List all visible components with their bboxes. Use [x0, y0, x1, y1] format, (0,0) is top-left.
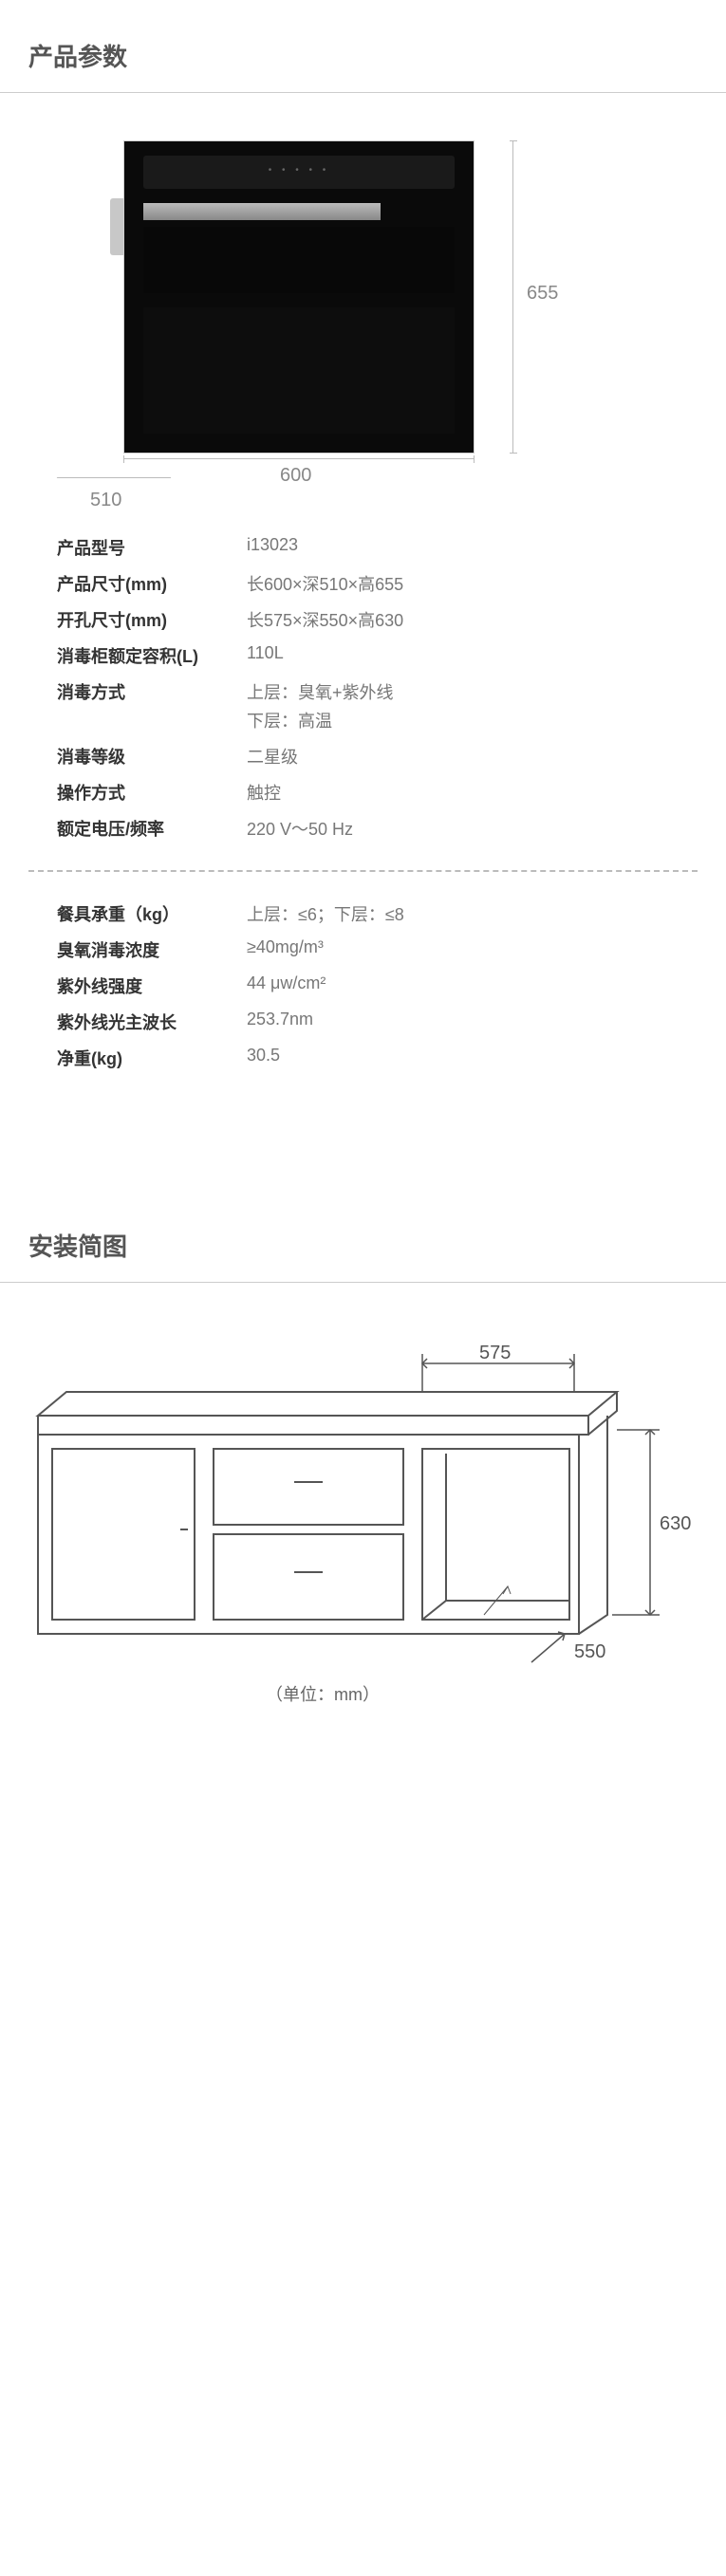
spec-row: 产品型号i13023 — [57, 529, 669, 565]
spec-label: 净重(kg) — [57, 1046, 247, 1070]
spec-value: 30.5 — [247, 1046, 669, 1070]
dim-depth-label: 510 — [90, 490, 121, 511]
dim-height-line — [512, 140, 513, 454]
spec-row: 操作方式触控 — [57, 774, 669, 810]
spec-row: 消毒柜额定容积(L)110L — [57, 638, 669, 674]
install-depth-text: 550 — [574, 1641, 605, 1662]
panel-dots-icon: • • • • • — [269, 165, 330, 176]
spec-label: 消毒柜额定容积(L) — [57, 643, 247, 668]
spec-label: 消毒方式 — [57, 679, 247, 732]
control-panel: • • • • • — [143, 156, 455, 189]
install-diagram: 575 630 550 （单位：mm） — [0, 1321, 726, 1757]
spec-label: 操作方式 — [57, 780, 247, 805]
install-height-text: 630 — [660, 1513, 691, 1534]
product-dimension-figure: • • • • • 600 510 655 — [0, 131, 726, 529]
spec-row: 消毒方式上层：臭氧+紫外线下层：高温 — [57, 674, 669, 738]
spec-value: 220 V～50 Hz — [247, 816, 669, 841]
spec-value: 长600×深510×高655 — [247, 571, 669, 596]
spec-row: 产品尺寸(mm)长600×深510×高655 — [57, 565, 669, 602]
spec-label: 产品型号 — [57, 535, 247, 560]
spec-value: 44 μw/cm² — [247, 973, 669, 998]
install-width-text: 575 — [479, 1343, 511, 1363]
upper-door — [143, 227, 455, 293]
spec-label: 消毒等级 — [57, 744, 247, 769]
spec-label: 臭氧消毒浓度 — [57, 937, 247, 962]
spec-value: ≥40mg/m³ — [247, 937, 669, 962]
metal-strip — [143, 203, 381, 220]
spec-value: 上层：≤6；下层：≤8 — [247, 901, 669, 926]
lower-door — [143, 307, 455, 434]
spec-label: 开孔尺寸(mm) — [57, 607, 247, 632]
spec-table-2: 餐具承重（kg）上层：≤6；下层：≤8 臭氧消毒浓度≥40mg/m³ 紫外线强度… — [0, 896, 726, 1076]
spec-table-1: 产品型号i13023 产品尺寸(mm)长600×深510×高655 开孔尺寸(m… — [0, 529, 726, 846]
spec-row: 餐具承重（kg）上层：≤6；下层：≤8 — [57, 896, 669, 932]
spec-value: 253.7nm — [247, 1010, 669, 1034]
spec-value-l1: 上层：臭氧+紫外线 — [247, 683, 394, 702]
dim-depth-line — [57, 477, 172, 478]
spec-value: 二星级 — [247, 744, 669, 769]
spec-label: 紫外线强度 — [57, 973, 247, 998]
spec-row: 额定电压/频率220 V～50 Hz — [57, 810, 669, 846]
dim-height-label: 655 — [527, 283, 558, 305]
dashed-divider — [28, 870, 698, 872]
spec-row: 消毒等级二星级 — [57, 738, 669, 774]
spec-label: 额定电压/频率 — [57, 816, 247, 841]
spec-label: 产品尺寸(mm) — [57, 571, 247, 596]
dim-width-label: 600 — [280, 465, 311, 487]
spec-row: 紫外线强度44 μw/cm² — [57, 968, 669, 1004]
spec-row: 臭氧消毒浓度≥40mg/m³ — [57, 932, 669, 968]
spec-value-l2: 下层：高温 — [247, 708, 669, 732]
spec-label: 紫外线光主波长 — [57, 1010, 247, 1034]
spec-value: 上层：臭氧+紫外线下层：高温 — [247, 679, 669, 732]
spec-value: i13023 — [247, 535, 669, 560]
section-install-title: 安装简图 — [0, 1190, 726, 1283]
vent-icon — [110, 198, 123, 255]
section-params-title: 产品参数 — [0, 0, 726, 93]
spec-row: 净重(kg)30.5 — [57, 1040, 669, 1076]
appliance-illustration: • • • • • — [123, 140, 475, 454]
spec-row: 紫外线光主波长253.7nm — [57, 1004, 669, 1040]
bottom-spacer — [0, 1757, 726, 2232]
spec-value: 长575×深550×高630 — [247, 607, 669, 632]
unit-label: （单位：mm） — [266, 1681, 380, 1706]
spec-value: 110L — [247, 643, 669, 668]
cabinet-svg: 575 630 550 — [28, 1340, 693, 1719]
spec-row: 开孔尺寸(mm)长575×深550×高630 — [57, 602, 669, 638]
spec-label: 餐具承重（kg） — [57, 901, 247, 926]
dim-width-line — [123, 458, 475, 459]
spec-value: 触控 — [247, 780, 669, 805]
